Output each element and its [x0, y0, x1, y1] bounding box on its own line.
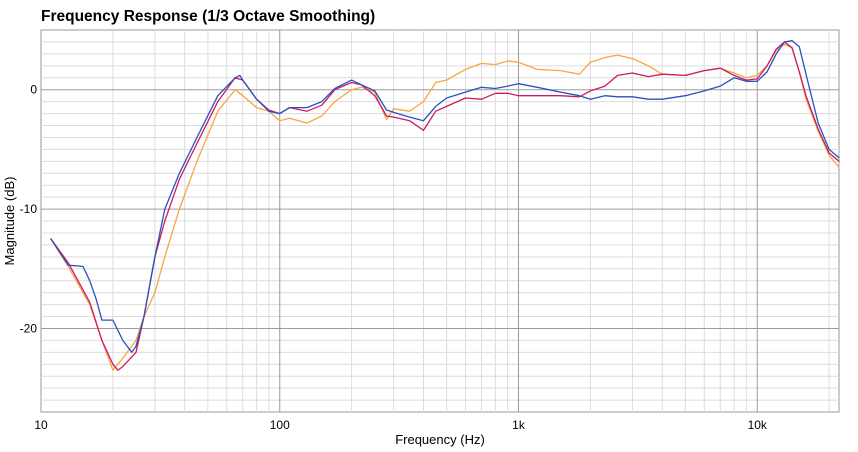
major-gridlines: [41, 30, 839, 412]
x-axis-label: Frequency (Hz): [395, 432, 485, 447]
y-tick-label: -10: [20, 202, 38, 216]
x-tick-label: 10: [34, 418, 48, 432]
x-tick-label: 10k: [748, 418, 768, 432]
x-tick-label: 1k: [512, 418, 526, 432]
minor-gridlines: [41, 30, 839, 412]
y-axis-label: Magnitude (dB): [2, 177, 17, 266]
chart-title: Frequency Response (1/3 Octave Smoothing…: [41, 8, 376, 25]
series-line-1: [50, 43, 840, 371]
y-tick-label: 0: [30, 83, 37, 97]
x-tick-labels: 10 100 1k 10k: [34, 418, 768, 432]
x-tick-label: 100: [270, 418, 290, 432]
series-line-3: [50, 40, 840, 353]
series-layer: [50, 40, 840, 371]
y-tick-label: -20: [20, 321, 38, 335]
y-tick-labels: 0 -10 -20: [20, 83, 38, 336]
series-line-2: [50, 41, 840, 371]
